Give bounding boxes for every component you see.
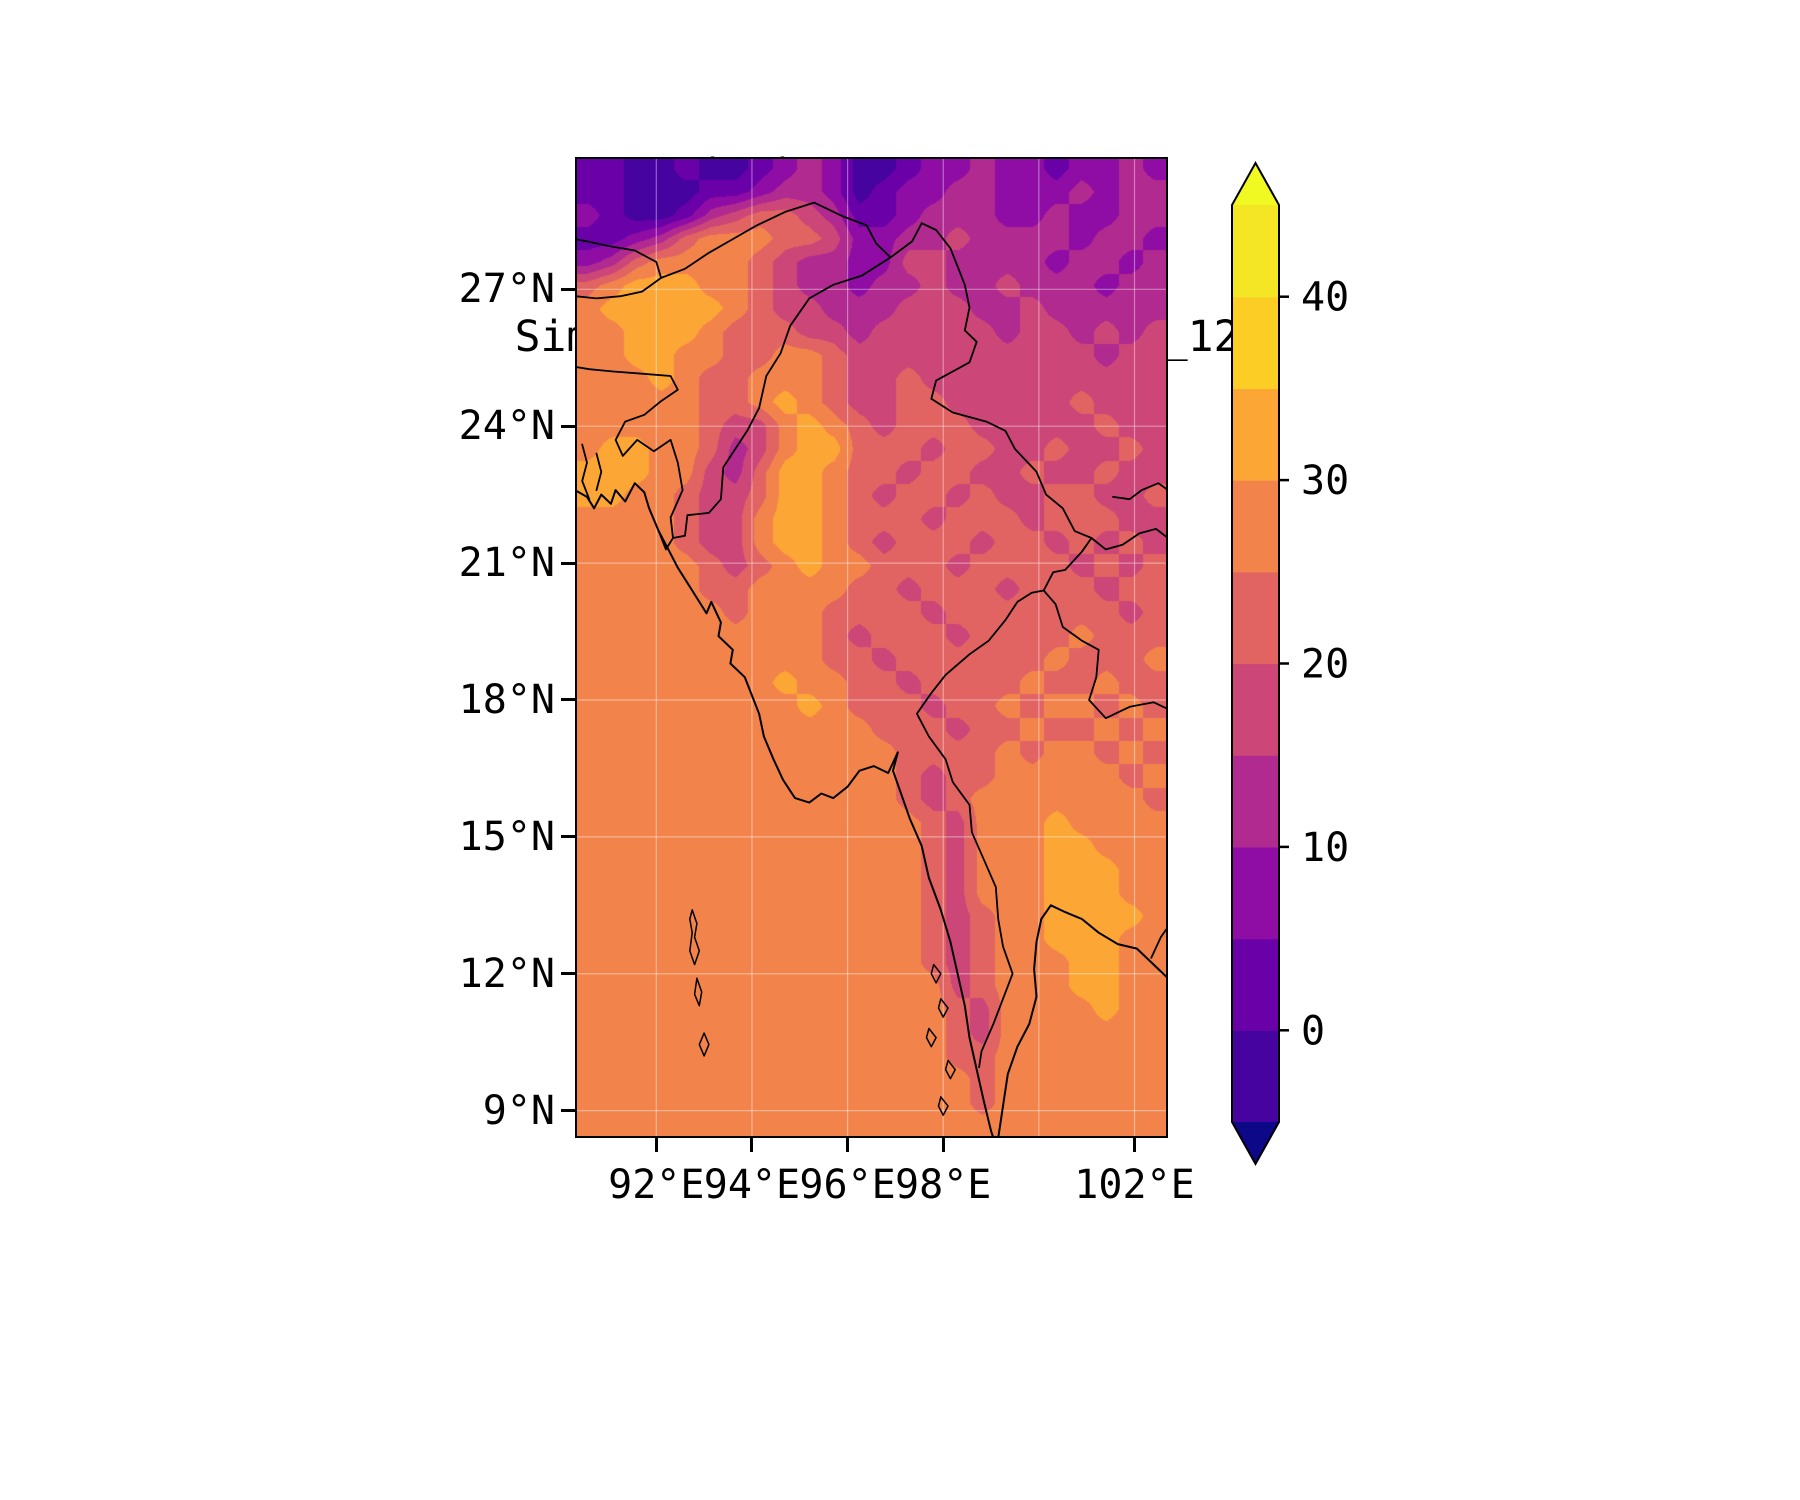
tick-mark-y bbox=[561, 835, 575, 839]
tick-mark-x bbox=[941, 1138, 945, 1152]
map-overlay bbox=[575, 157, 1168, 1138]
tick-mark-y bbox=[561, 1109, 575, 1113]
ytick-label: 15°N bbox=[458, 813, 555, 860]
tick-mark-x bbox=[1133, 1138, 1137, 1152]
xtick-label: 92°E bbox=[608, 1162, 705, 1208]
tick-mark-y bbox=[561, 698, 575, 702]
tick-mark-x bbox=[654, 1138, 658, 1152]
island-outline bbox=[925, 1027, 937, 1048]
colorbar-bands bbox=[1232, 205, 1279, 1123]
ytick-label: 9°N bbox=[482, 1087, 555, 1134]
tick-mark-y bbox=[561, 424, 575, 428]
colorbar-band bbox=[1232, 663, 1279, 756]
coastline bbox=[575, 482, 995, 1138]
country-border bbox=[595, 452, 603, 491]
country-border bbox=[1090, 528, 1168, 551]
ytick-label: 27°N bbox=[458, 266, 555, 313]
colorbar-band bbox=[1232, 846, 1279, 940]
colorbar-tick-label: 20 bbox=[1301, 642, 1349, 688]
country-border bbox=[575, 366, 684, 551]
colorbar-tick-label: 0 bbox=[1301, 1008, 1325, 1054]
colorbar: 0 10 20 30 40 bbox=[1231, 160, 1349, 1167]
map-gridlines bbox=[575, 157, 1168, 1138]
ytick-label: 21°N bbox=[458, 540, 555, 587]
colorbar-band bbox=[1232, 938, 1279, 1031]
colorbar-tick-label: 30 bbox=[1301, 458, 1349, 504]
country-border bbox=[581, 443, 591, 501]
tick-mark-y bbox=[561, 972, 575, 976]
temperature-field-canvas bbox=[575, 157, 1168, 1138]
island-outline bbox=[698, 1032, 710, 1057]
xtick-label: 98°E bbox=[895, 1162, 992, 1208]
coastlines bbox=[575, 201, 1168, 1138]
ytick-label: 18°N bbox=[458, 676, 555, 723]
country-border bbox=[660, 201, 923, 279]
colorbar-band bbox=[1232, 1030, 1279, 1123]
colorbar-tick-group: 0 10 20 30 40 bbox=[1279, 275, 1349, 1054]
country-border bbox=[916, 537, 1093, 1069]
colorbar-outline bbox=[1231, 160, 1280, 1167]
country-border bbox=[672, 256, 892, 539]
island-outline bbox=[689, 909, 701, 966]
colorbar-over-arrow bbox=[1232, 163, 1279, 205]
plot-frame bbox=[575, 157, 1168, 1138]
colorbar-band bbox=[1232, 755, 1279, 848]
country-border bbox=[575, 238, 662, 300]
island-outline bbox=[693, 977, 703, 1007]
country-border bbox=[1150, 925, 1168, 959]
colorbar-band bbox=[1232, 296, 1279, 389]
ytick-label: 12°N bbox=[458, 950, 555, 997]
colorbar-band bbox=[1232, 388, 1279, 481]
colorbar-tick-label: 10 bbox=[1301, 825, 1349, 871]
xtick-label: 94°E bbox=[703, 1162, 801, 1208]
coastline bbox=[997, 904, 1168, 1138]
island-outline bbox=[937, 1096, 949, 1116]
ytick-label: 24°N bbox=[458, 403, 555, 450]
colorbar-band bbox=[1232, 571, 1279, 665]
tick-mark-y bbox=[561, 287, 575, 291]
island-outline bbox=[930, 963, 942, 984]
xtick-label: 102°E bbox=[1074, 1162, 1195, 1208]
country-border bbox=[1112, 482, 1168, 501]
colorbar-band bbox=[1232, 480, 1279, 573]
tick-mark-x bbox=[846, 1138, 850, 1152]
xtick-label: 96°E bbox=[799, 1162, 896, 1208]
colorbar-under-arrow bbox=[1232, 1122, 1279, 1164]
colorbar-tick-label: 40 bbox=[1301, 275, 1349, 321]
tick-mark-y bbox=[561, 561, 575, 565]
island-outline bbox=[944, 1059, 956, 1080]
country-border bbox=[920, 222, 1093, 539]
island-outline bbox=[937, 998, 949, 1018]
colorbar-band bbox=[1232, 205, 1279, 298]
country-border bbox=[1042, 589, 1168, 720]
tick-mark-x bbox=[750, 1138, 754, 1152]
